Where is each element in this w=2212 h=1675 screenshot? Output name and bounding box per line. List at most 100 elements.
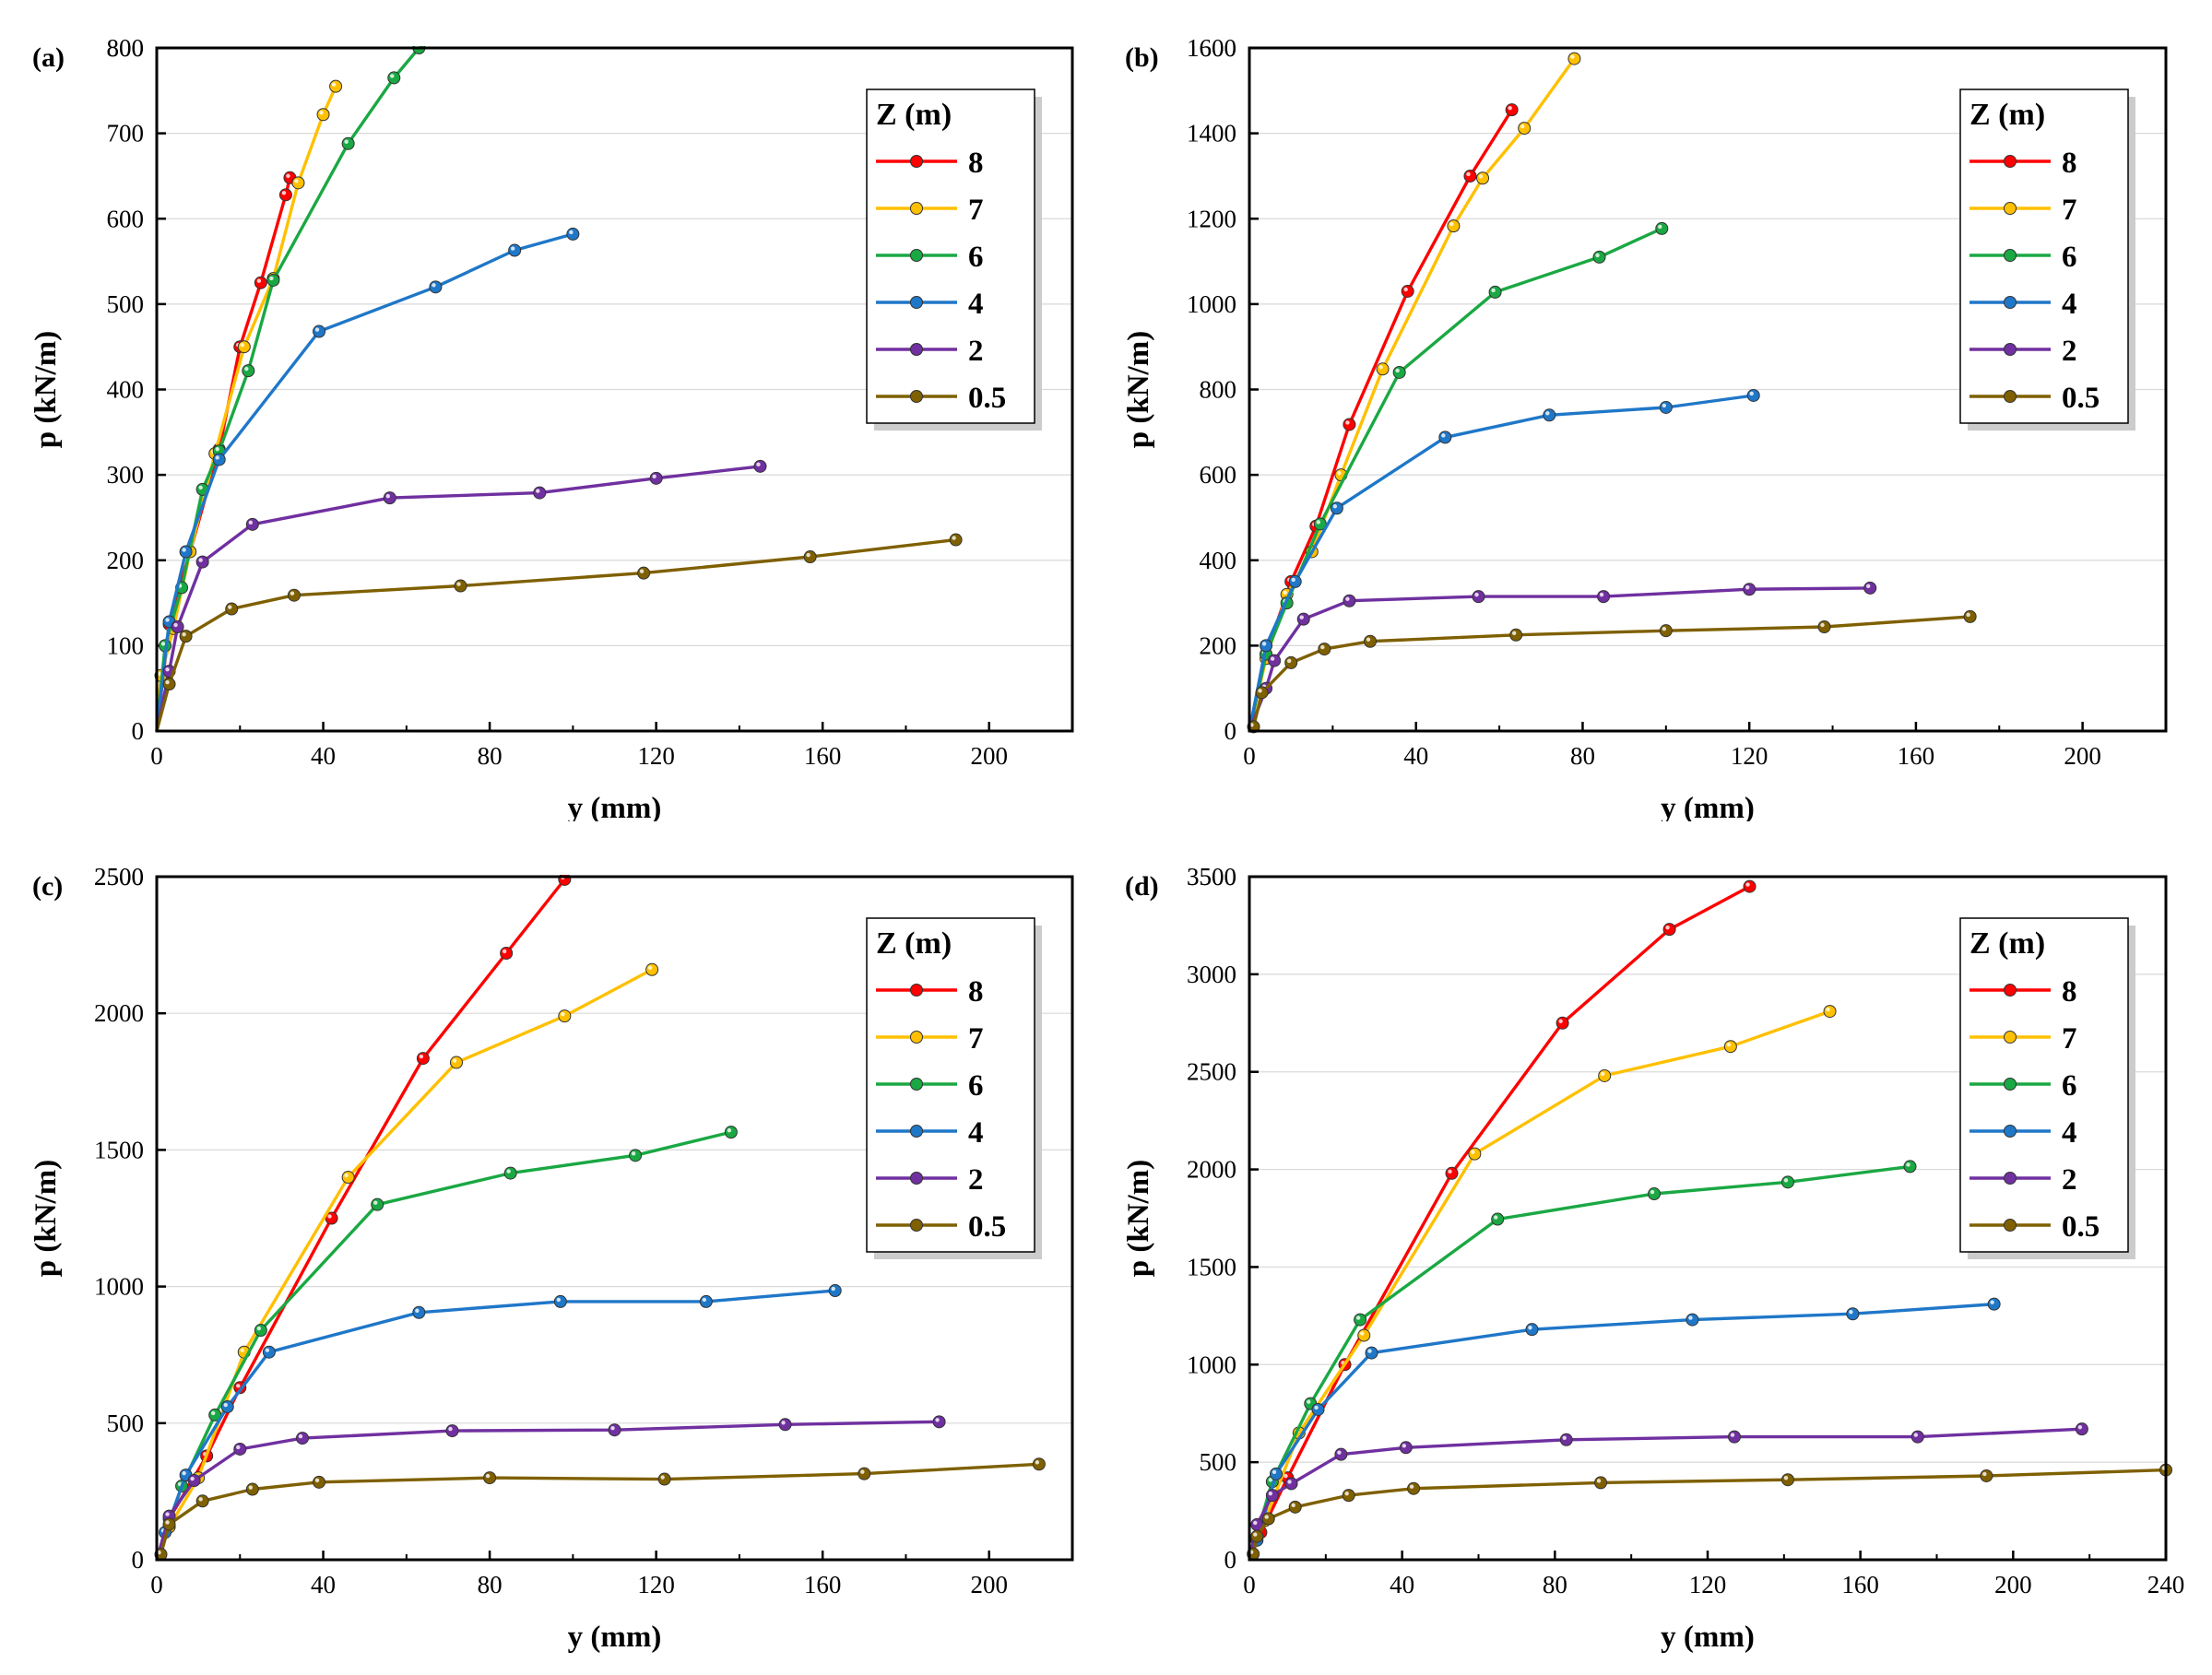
x-tick-label: 200 [1994, 1571, 2032, 1598]
legend-title: Z (m) [1970, 98, 2045, 132]
data-point [1823, 1005, 1837, 1019]
x-tick-label: 240 [2147, 1571, 2185, 1598]
y-tick-label: 100 [107, 631, 145, 659]
data-point [803, 550, 817, 564]
point-highlight [1286, 658, 1292, 664]
legend: Z (m) 8 7 6 4 2 0.5 [1959, 88, 2135, 431]
point-highlight [290, 591, 295, 596]
data-point [1910, 1430, 1924, 1444]
legend-entry-label: 4 [2062, 1116, 2077, 1150]
series-line [1248, 57, 1576, 732]
top-mask [1176, 0, 2203, 46]
data-point [1594, 1476, 1608, 1490]
point-highlight [1268, 1478, 1273, 1482]
point-highlight [1316, 520, 1321, 525]
data-point [445, 1424, 459, 1438]
x-tick-label: 120 [1731, 742, 1768, 770]
data-point [1364, 634, 1378, 648]
legend-marker [2004, 1172, 2017, 1185]
series-7 [155, 962, 659, 1561]
point-highlight [198, 1497, 203, 1502]
data-point [179, 630, 193, 643]
data-point [503, 1166, 517, 1180]
point-highlight [536, 489, 540, 493]
data-point [1438, 431, 1452, 444]
panel-label: (c) [32, 871, 63, 902]
y-tick-label: 700 [107, 120, 145, 147]
data-point [387, 71, 401, 85]
point-highlight [385, 493, 390, 499]
point-highlight [1395, 368, 1400, 373]
series-line [1248, 394, 1754, 732]
x-tick-label: 80 [478, 1571, 503, 1598]
point-highlight [1474, 592, 1479, 597]
point-highlight [1344, 1491, 1349, 1496]
data-point [699, 1294, 713, 1308]
point-highlight [935, 1418, 940, 1422]
data-point [1269, 1467, 1283, 1480]
series-line [1248, 1468, 2167, 1561]
point-highlight [1291, 577, 1295, 583]
point-highlight [1508, 105, 1512, 111]
data-point [171, 619, 184, 633]
point-highlight [1982, 1471, 1987, 1477]
point-highlight [165, 618, 170, 622]
point-highlight [1866, 584, 1871, 589]
data-point [649, 471, 663, 485]
y-tick-label: 500 [107, 290, 145, 318]
point-highlight [1320, 644, 1325, 650]
legend-entry-label: 2 [2062, 1163, 2077, 1197]
point-highlight [248, 1485, 254, 1490]
point-highlight [1337, 1450, 1342, 1455]
data-point [245, 517, 259, 531]
legend-marker [910, 1125, 923, 1138]
point-highlight [1332, 504, 1338, 509]
panel-label: (a) [32, 42, 65, 73]
data-point [1488, 285, 1502, 299]
data-point [195, 555, 209, 569]
x-tick-label: 80 [478, 742, 503, 770]
point-highlight [344, 139, 349, 144]
series-line [155, 537, 956, 732]
data-point [195, 1494, 209, 1508]
point-highlight [510, 246, 515, 251]
point-highlight [314, 327, 320, 332]
series-2 [1248, 581, 1877, 732]
y-tick-label: 2500 [94, 863, 144, 891]
data-point [225, 602, 239, 616]
legend-entry-label: 8 [968, 975, 984, 1009]
point-highlight [756, 462, 761, 467]
data-point [1518, 122, 1532, 136]
series-line [155, 1462, 1039, 1562]
data-point [1659, 624, 1673, 638]
y-axis-label: p (kN/m) [1122, 331, 1155, 448]
data-point [254, 276, 267, 289]
data-point [1743, 583, 1757, 596]
point-highlight [1570, 54, 1575, 59]
legend-entry-label: 4 [968, 1116, 984, 1150]
point-highlight [1595, 253, 1600, 258]
legend-marker [910, 1031, 923, 1044]
data-point [1260, 639, 1273, 653]
y-tick-label: 3000 [1187, 961, 1236, 988]
point-highlight [1283, 590, 1287, 595]
data-point [1817, 619, 1831, 633]
point-highlight [452, 1058, 457, 1063]
point-highlight [1307, 1399, 1311, 1404]
point-highlight [281, 191, 287, 195]
point-highlight [1441, 433, 1446, 438]
data-point [1288, 574, 1302, 588]
point-highlight [1906, 1162, 1910, 1167]
point-highlight [1849, 1310, 1853, 1315]
data-point [1343, 594, 1356, 607]
data-point [508, 243, 522, 257]
data-point [1311, 1402, 1325, 1416]
series-line [1248, 1427, 2082, 1561]
point-highlight [198, 485, 203, 490]
legend-title: Z (m) [1970, 926, 2045, 961]
x-tick-label: 160 [804, 742, 842, 770]
point-highlight [228, 605, 232, 609]
legend-marker [910, 155, 923, 168]
data-point [932, 1415, 946, 1429]
